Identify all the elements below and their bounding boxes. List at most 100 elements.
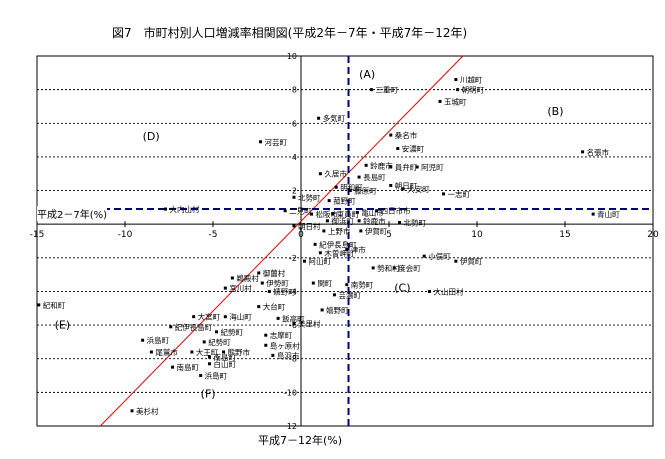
trend-line (100, 55, 464, 427)
data-point (389, 165, 393, 169)
region-label: (F) (201, 387, 216, 400)
data-point (325, 219, 329, 223)
data-point (303, 259, 307, 263)
data-point (310, 212, 314, 216)
data-point-label: 大山田村 (433, 286, 463, 296)
data-point (311, 281, 315, 285)
data-point-label: 玉城町 (444, 97, 467, 106)
data-point (355, 210, 359, 214)
data-point-label: 鈴鹿市 (363, 216, 386, 226)
data-point (271, 353, 275, 357)
data-point-label: 名張市 (587, 147, 610, 157)
data-point-label: 鵜殿村 (236, 273, 259, 283)
data-point (359, 229, 363, 233)
data-point-label: 白山町 (213, 359, 236, 369)
data-point-label: 南島町 (213, 352, 236, 362)
data-point-label: 員弁町 (395, 162, 418, 172)
data-point (171, 365, 175, 369)
data-point (163, 207, 167, 211)
data-point-label: 朝明町 (462, 86, 485, 95)
data-point (207, 355, 211, 359)
data-point (320, 308, 324, 312)
y-tick-label: -8 (289, 355, 297, 364)
x-tick-label: -5 (209, 230, 218, 240)
data-point-label: 島ヶ原村 (270, 340, 300, 350)
data-point-label: 菰野町 (333, 196, 356, 206)
region-label: (C) (394, 281, 410, 294)
data-point (215, 330, 219, 334)
data-point (192, 315, 196, 319)
data-point (438, 99, 442, 103)
data-point-label: 川越町 (460, 75, 483, 85)
data-point (375, 209, 379, 213)
data-point (392, 266, 396, 270)
data-point-label: 多気町 (323, 113, 346, 123)
data-point-label: 美里村 (298, 318, 321, 328)
data-point-label: 芸濃町 (338, 290, 361, 300)
data-point-label: 大宮町 (198, 312, 221, 322)
data-point-label: 四日市市 (381, 206, 411, 216)
data-point-label: 阿山町 (309, 256, 332, 266)
data-point (259, 140, 263, 144)
data-point-label: 浜島町 (147, 335, 170, 345)
data-point (415, 165, 419, 169)
data-point (149, 350, 153, 354)
data-point-label: 御浜町 (331, 216, 354, 226)
data-point-label: 北勢町 (404, 218, 427, 228)
data-point (591, 212, 595, 216)
data-point (230, 276, 234, 280)
data-point-label: 大内山村 (169, 204, 199, 214)
data-point (348, 189, 352, 193)
data-point (223, 315, 227, 319)
y-tick-label: -6 (289, 321, 297, 330)
data-point-label: 南勢町 (351, 280, 374, 290)
y-tick-label: 2 (292, 187, 297, 196)
data-point (345, 247, 349, 251)
data-point (292, 224, 296, 228)
data-point-label: 桑名市 (395, 130, 418, 140)
data-point (318, 172, 322, 176)
data-point (332, 293, 336, 297)
x-axis-label: 平成7－12年(%) (258, 434, 343, 447)
data-point-label: 一志町 (448, 189, 471, 199)
data-point-label: 嬉野町 (326, 305, 349, 315)
data-point (292, 195, 296, 199)
data-point (292, 321, 296, 325)
data-point-label: 藤原町 (354, 186, 377, 196)
data-point-label: 伊賀町 (365, 226, 388, 236)
data-point-label: 熊野市 (228, 347, 251, 357)
data-point (264, 333, 268, 337)
data-point-label: 津市 (351, 244, 366, 254)
data-point (369, 88, 373, 92)
x-tick-label: 20 (647, 230, 659, 240)
data-point (581, 150, 585, 154)
data-point-label: 東員町 (337, 209, 360, 219)
data-point (317, 116, 321, 120)
data-point (276, 316, 280, 320)
data-point (283, 209, 287, 213)
data-point (398, 221, 402, 224)
region-label: (B) (547, 105, 563, 118)
data-point (222, 350, 226, 354)
data-point-label: 朝日町 (395, 182, 418, 191)
data-point-label: 紀和町 (43, 300, 66, 310)
data-point-label: 度会町 (398, 263, 421, 273)
y-tick-label: 10 (287, 52, 297, 61)
data-point-label: 北勢町 (298, 192, 321, 202)
chart-title: 図7 市町村別人口増減率相関図(平成2年－7年・平成7年－12年) (112, 26, 468, 40)
data-point-label: 紀勢町 (208, 337, 231, 347)
data-point (422, 254, 426, 258)
data-point-label: 長島町 (363, 172, 386, 182)
data-point-label: 南島町 (177, 362, 200, 372)
data-point (357, 175, 361, 179)
data-point-label: 小俣町 (428, 252, 451, 261)
data-point-label: 木曽岬町 (324, 248, 354, 258)
data-point (389, 184, 393, 187)
data-point (454, 78, 458, 82)
data-point (442, 192, 446, 196)
data-point (169, 325, 173, 329)
data-point (327, 199, 331, 203)
data-point (456, 88, 460, 92)
data-point-label: 御薗村 (263, 268, 286, 278)
data-point (260, 281, 264, 285)
